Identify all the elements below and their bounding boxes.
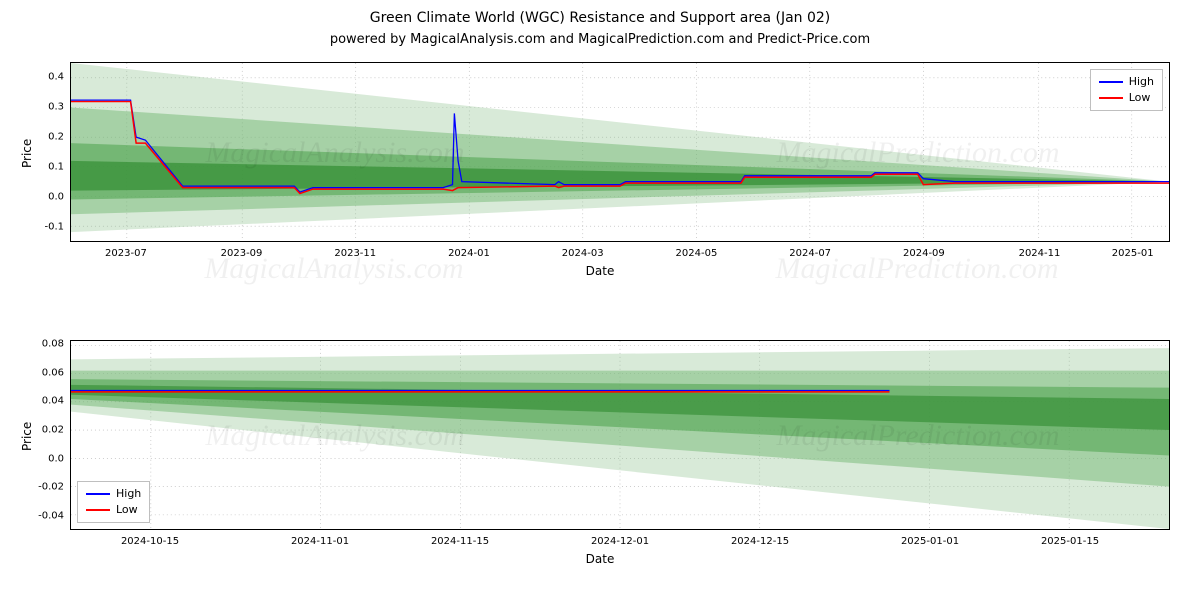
xlabel-bottom: Date <box>0 552 1200 566</box>
legend-item-high-b: High <box>86 486 141 502</box>
legend-swatch-low-b <box>86 509 110 511</box>
legend-item-low-b: Low <box>86 502 141 518</box>
xtick-label: 2024-12-15 <box>731 536 789 547</box>
plot-bottom-svg <box>71 341 1169 529</box>
legend-top: High Low <box>1090 69 1163 111</box>
legend-label-low-b: Low <box>116 502 138 518</box>
chart-subtitle: powered by MagicalAnalysis.com and Magic… <box>0 32 1200 47</box>
legend-bottom: High Low <box>77 481 150 523</box>
legend-swatch-low <box>1099 97 1123 99</box>
ytick-label: 0.04 <box>24 396 64 407</box>
ytick-label: -0.04 <box>24 510 64 521</box>
xtick-label: 2023-11 <box>334 248 376 259</box>
ytick-label: 0.06 <box>24 367 64 378</box>
ytick-label: 0.3 <box>24 102 64 113</box>
xtick-label: 2024-03 <box>562 248 604 259</box>
xtick-label: 2024-09 <box>903 248 945 259</box>
ytick-label: 0.0 <box>24 453 64 464</box>
xtick-label: 2023-07 <box>105 248 147 259</box>
xlabel-top: Date <box>0 264 1200 278</box>
legend-label-low: Low <box>1129 90 1151 106</box>
ytick-label: 0.08 <box>24 339 64 350</box>
xtick-label: 2024-12-01 <box>591 536 649 547</box>
legend-swatch-high-b <box>86 493 110 495</box>
xtick-label: 2024-11 <box>1019 248 1061 259</box>
xtick-label: 2025-01-01 <box>901 536 959 547</box>
ytick-label: -0.02 <box>24 482 64 493</box>
figure: Green Climate World (WGC) Resistance and… <box>0 0 1200 600</box>
xtick-label: 2024-05 <box>676 248 718 259</box>
legend-label-high: High <box>1129 74 1154 90</box>
xtick-label: 2023-09 <box>221 248 263 259</box>
xtick-label: 2024-10-15 <box>121 536 179 547</box>
axes-top: MagicalAnalysis.comMagicalPrediction.com… <box>70 62 1170 242</box>
xtick-label: 2024-11-15 <box>431 536 489 547</box>
xtick-label: 2024-11-01 <box>291 536 349 547</box>
chart-title: Green Climate World (WGC) Resistance and… <box>0 10 1200 26</box>
ytick-label: 0.0 <box>24 192 64 203</box>
xtick-label: 2025-01 <box>1112 248 1154 259</box>
ytick-label: -0.1 <box>24 222 64 233</box>
xtick-label: 2025-01-15 <box>1041 536 1099 547</box>
legend-label-high-b: High <box>116 486 141 502</box>
ylabel-bottom: Price <box>20 422 34 451</box>
legend-item-low: Low <box>1099 90 1154 106</box>
xtick-label: 2024-01 <box>448 248 490 259</box>
ylabel-top: Price <box>20 139 34 168</box>
plot-top-svg <box>71 63 1169 241</box>
legend-item-high: High <box>1099 74 1154 90</box>
ytick-label: 0.4 <box>24 72 64 83</box>
xtick-label: 2024-07 <box>789 248 831 259</box>
axes-bottom: MagicalAnalysis.comMagicalPrediction.com… <box>70 340 1170 530</box>
legend-swatch-high <box>1099 81 1123 83</box>
